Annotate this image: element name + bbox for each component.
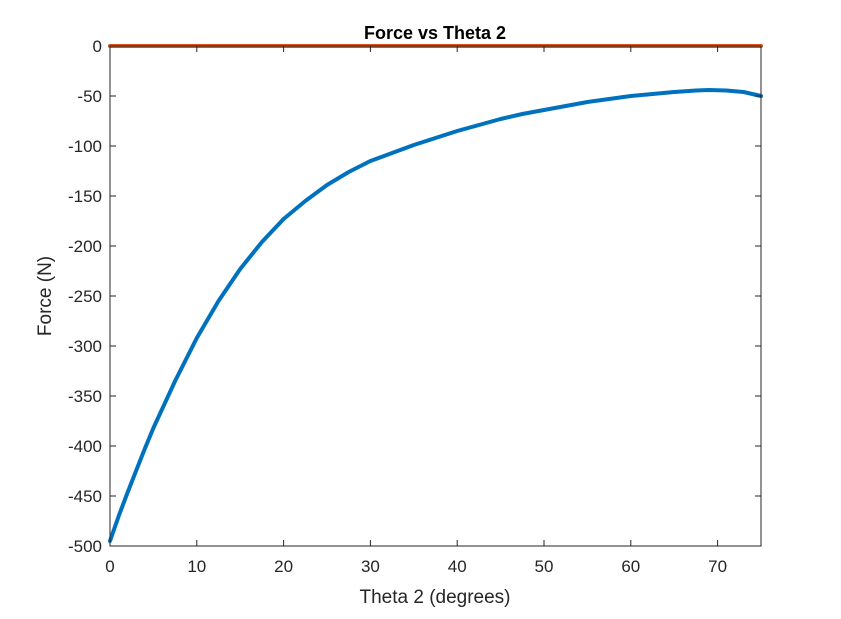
x-tick-label: 0 [105, 557, 114, 576]
y-tick-label: -350 [68, 387, 102, 406]
series-line-1 [108, 88, 763, 543]
y-tick-label: -200 [68, 237, 102, 256]
y-tick-label: -50 [77, 87, 102, 106]
y-tick-label: -400 [68, 437, 102, 456]
y-tick-label: -250 [68, 287, 102, 306]
chart-title: Force vs Theta 2 [364, 23, 506, 43]
x-tick-label: 10 [187, 557, 206, 576]
x-tick-label: 40 [448, 557, 467, 576]
plot-area-background [110, 46, 761, 546]
x-axis-label: Theta 2 (degrees) [359, 587, 510, 608]
y-tick-label: -300 [68, 337, 102, 356]
y-tick-label: -450 [68, 487, 102, 506]
y-tick-label: -500 [68, 537, 102, 556]
y-axis-label: Force (N) [35, 256, 56, 336]
x-tick-label: 70 [708, 557, 727, 576]
x-tick-label: 20 [274, 557, 293, 576]
x-tick-label: 60 [621, 557, 640, 576]
y-tick-label: -100 [68, 137, 102, 156]
tick-layer: 0 10 20 30 40 50 60 70 0 -50 -100 -150 -200 -250 -300 -… [68, 37, 761, 576]
x-tick-label: 30 [361, 557, 380, 576]
y-tick-label: -150 [68, 187, 102, 206]
y-tick-label: 0 [93, 37, 102, 56]
x-tick-label: 50 [535, 557, 554, 576]
